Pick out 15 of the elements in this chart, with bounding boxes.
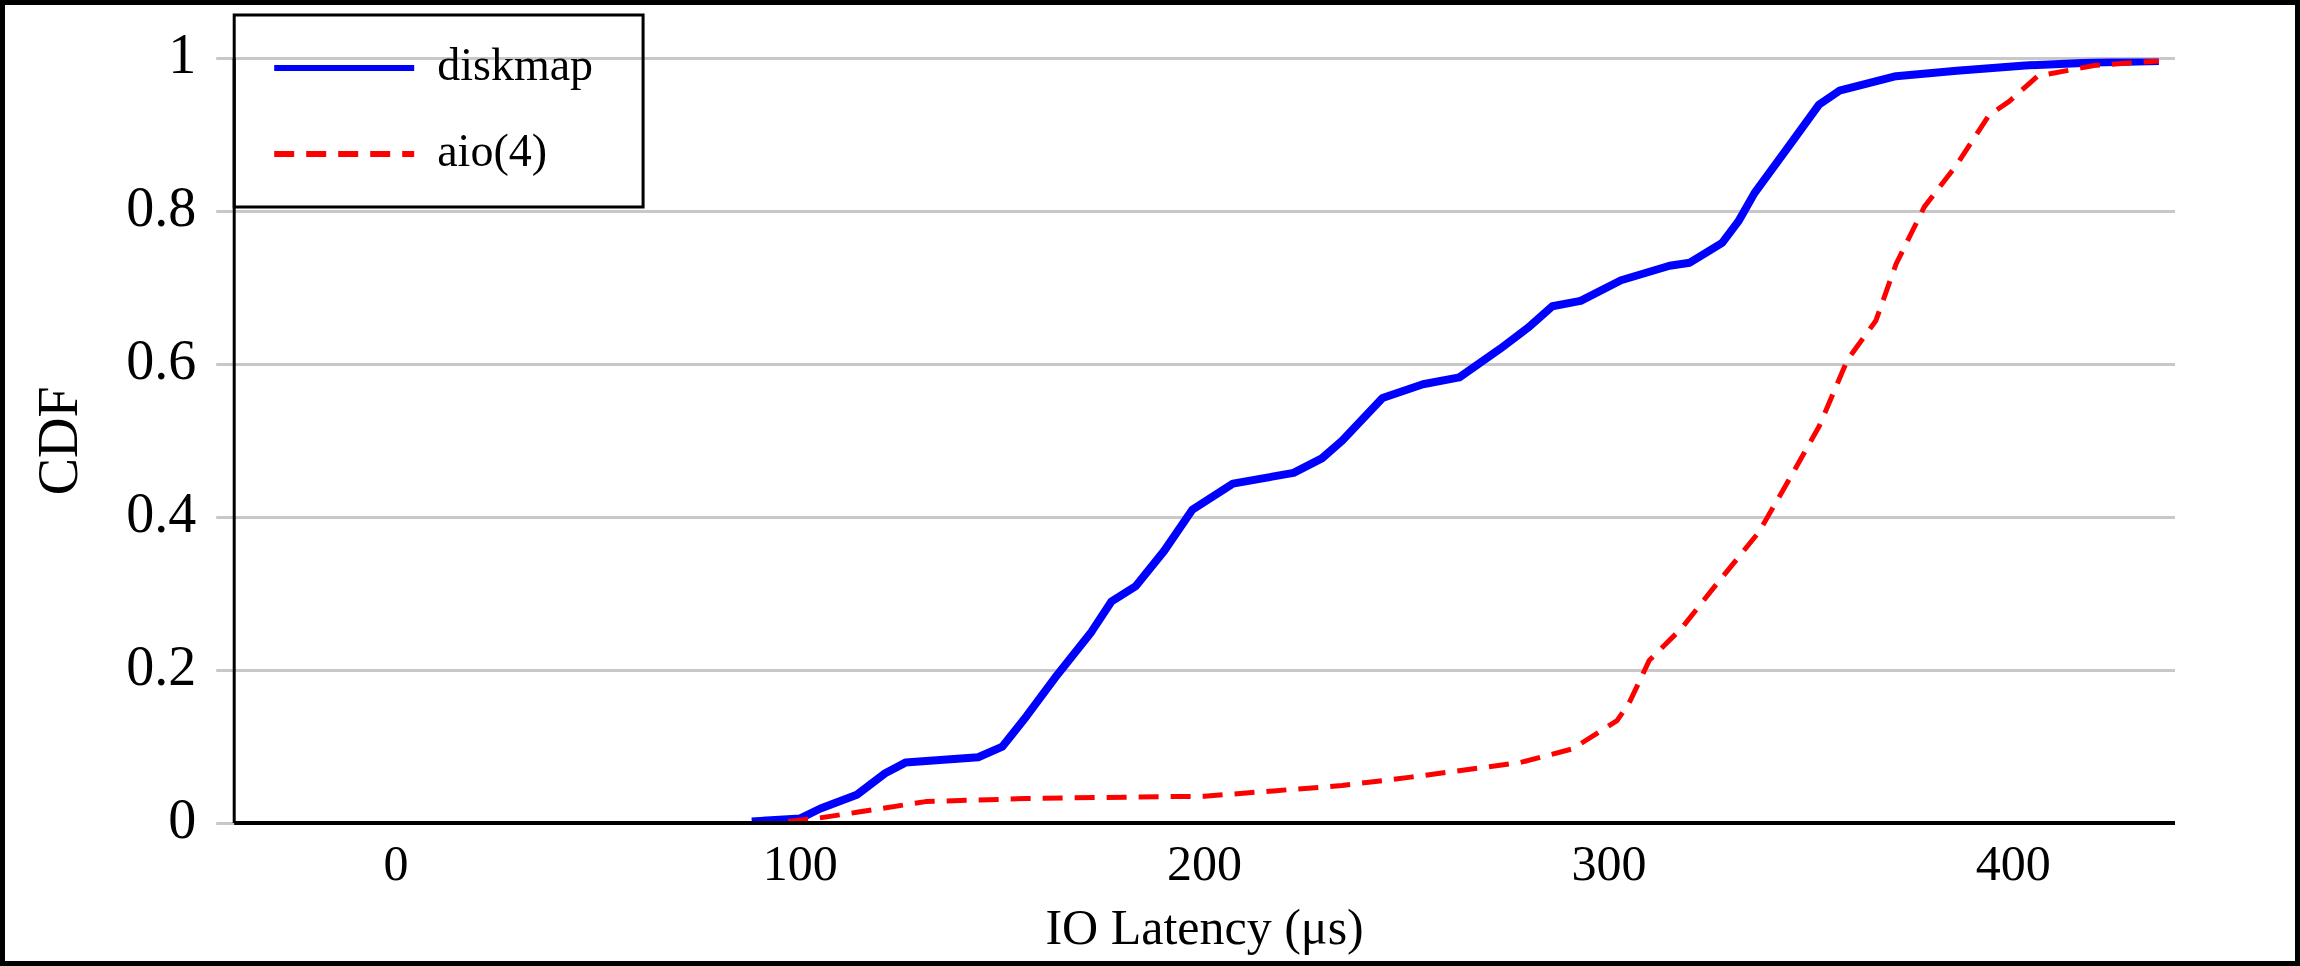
- x-tick-label: 100: [762, 835, 838, 892]
- y-tick-label: 0.2: [126, 634, 197, 697]
- y-tick-label: 0.4: [126, 481, 197, 544]
- y-tick-label: 0: [168, 787, 197, 850]
- x-axis-title: IO Latency (μs): [1045, 899, 1364, 956]
- x-tick-label: 200: [1167, 835, 1243, 892]
- legend-label: aio(4): [437, 125, 548, 177]
- legend-label: diskmap: [437, 39, 594, 91]
- x-tick-label: 400: [1975, 835, 2051, 892]
- x-tick-label: 0: [383, 835, 409, 892]
- y-tick-label: 1: [168, 23, 197, 86]
- y-tick-label: 0.6: [126, 329, 197, 392]
- y-tick-label: 0.8: [126, 176, 197, 239]
- y-axis-title: CDF: [27, 386, 90, 496]
- x-tick-label: 300: [1571, 835, 1647, 892]
